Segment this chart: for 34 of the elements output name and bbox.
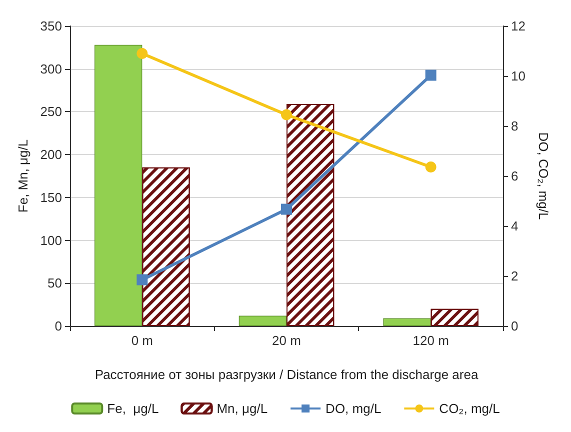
y2-tick-label: 10 [511, 68, 526, 84]
bar [383, 318, 431, 326]
x-tick-label: 120 m [412, 333, 449, 348]
y2-tick-label: 12 [511, 18, 526, 34]
legend-label: CO₂, mg/L [439, 401, 500, 416]
point [281, 109, 292, 120]
y-tick-label: 300 [40, 61, 62, 76]
y-tick-label: 250 [40, 104, 62, 120]
y-axis-title: Fe, Mn, μg/L [15, 139, 30, 213]
y2-tick-label: 4 [511, 218, 518, 234]
point [136, 274, 148, 286]
y2-tick-label: 0 [511, 318, 518, 334]
point [281, 204, 292, 215]
y2-tick-label: 8 [511, 118, 518, 134]
point [136, 48, 148, 59]
point [425, 70, 436, 81]
bar [238, 316, 286, 326]
point [425, 162, 436, 172]
x-tick-label: 20 m [272, 333, 301, 348]
legend-label: Fe, μg/L [107, 401, 159, 416]
y-tick-label: 350 [40, 18, 62, 34]
x-axis-title: Расстояние от зоны разгрузки / Distance from the discharge area [94, 367, 479, 382]
x-tick-label: 0 m [131, 333, 154, 348]
y2-tick-label: 2 [511, 268, 518, 284]
legend-label: Mn, μg/L [216, 401, 268, 416]
legend-label: DO, mg/L [326, 401, 382, 416]
y2-tick-label: 6 [511, 168, 518, 184]
y-tick-label: 0 [54, 318, 62, 334]
y-tick-label: 100 [40, 232, 62, 248]
y2-axis-title: DO, CO₂, mg/L [536, 132, 551, 220]
y-tick-label: 200 [40, 147, 62, 162]
bar [94, 44, 142, 326]
y-tick-label: 150 [40, 190, 62, 205]
y-tick-label: 50 [48, 276, 62, 291]
